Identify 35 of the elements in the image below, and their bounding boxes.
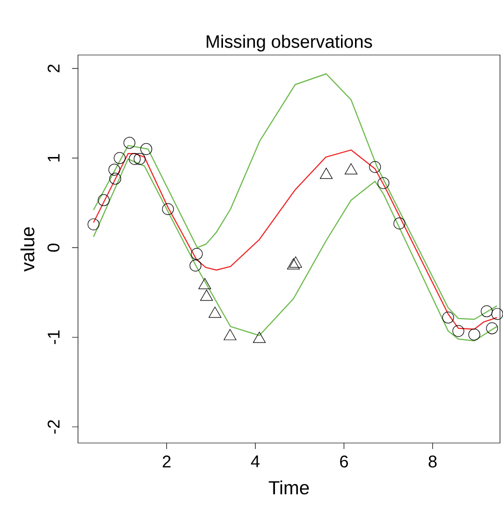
y-tick-label: 2 — [48, 64, 60, 72]
point — [88, 218, 100, 230]
point — [108, 164, 120, 176]
point — [98, 194, 110, 206]
point — [393, 218, 406, 230]
point — [491, 308, 503, 320]
point — [134, 153, 146, 165]
point — [480, 305, 493, 318]
point — [190, 248, 203, 260]
x-tick-label: 2 — [162, 456, 171, 468]
chart-title: Missing observations — [206, 34, 372, 52]
x-tick-label: 6 — [340, 456, 348, 468]
point — [442, 312, 454, 324]
point — [140, 143, 152, 155]
point — [124, 136, 136, 149]
y-tick-label: 0 — [47, 244, 60, 252]
point — [486, 322, 498, 334]
y-tick-label: -1 — [48, 330, 60, 344]
y-tick-label: -2 — [48, 420, 60, 434]
point — [162, 203, 174, 216]
point — [109, 172, 122, 185]
point — [128, 153, 141, 165]
x-axis-title: Time — [268, 480, 309, 494]
point — [224, 329, 236, 340]
y-tick-label: 1 — [48, 154, 60, 162]
point — [369, 161, 381, 173]
x-tick-label: 4 — [250, 456, 260, 468]
line-series — [92, 73, 498, 320]
point — [114, 152, 126, 164]
x-tick-label: 8 — [428, 456, 437, 468]
point — [378, 177, 390, 190]
point — [190, 260, 202, 272]
y-axis-title: value — [20, 227, 34, 272]
point — [452, 325, 464, 337]
point — [468, 328, 480, 340]
